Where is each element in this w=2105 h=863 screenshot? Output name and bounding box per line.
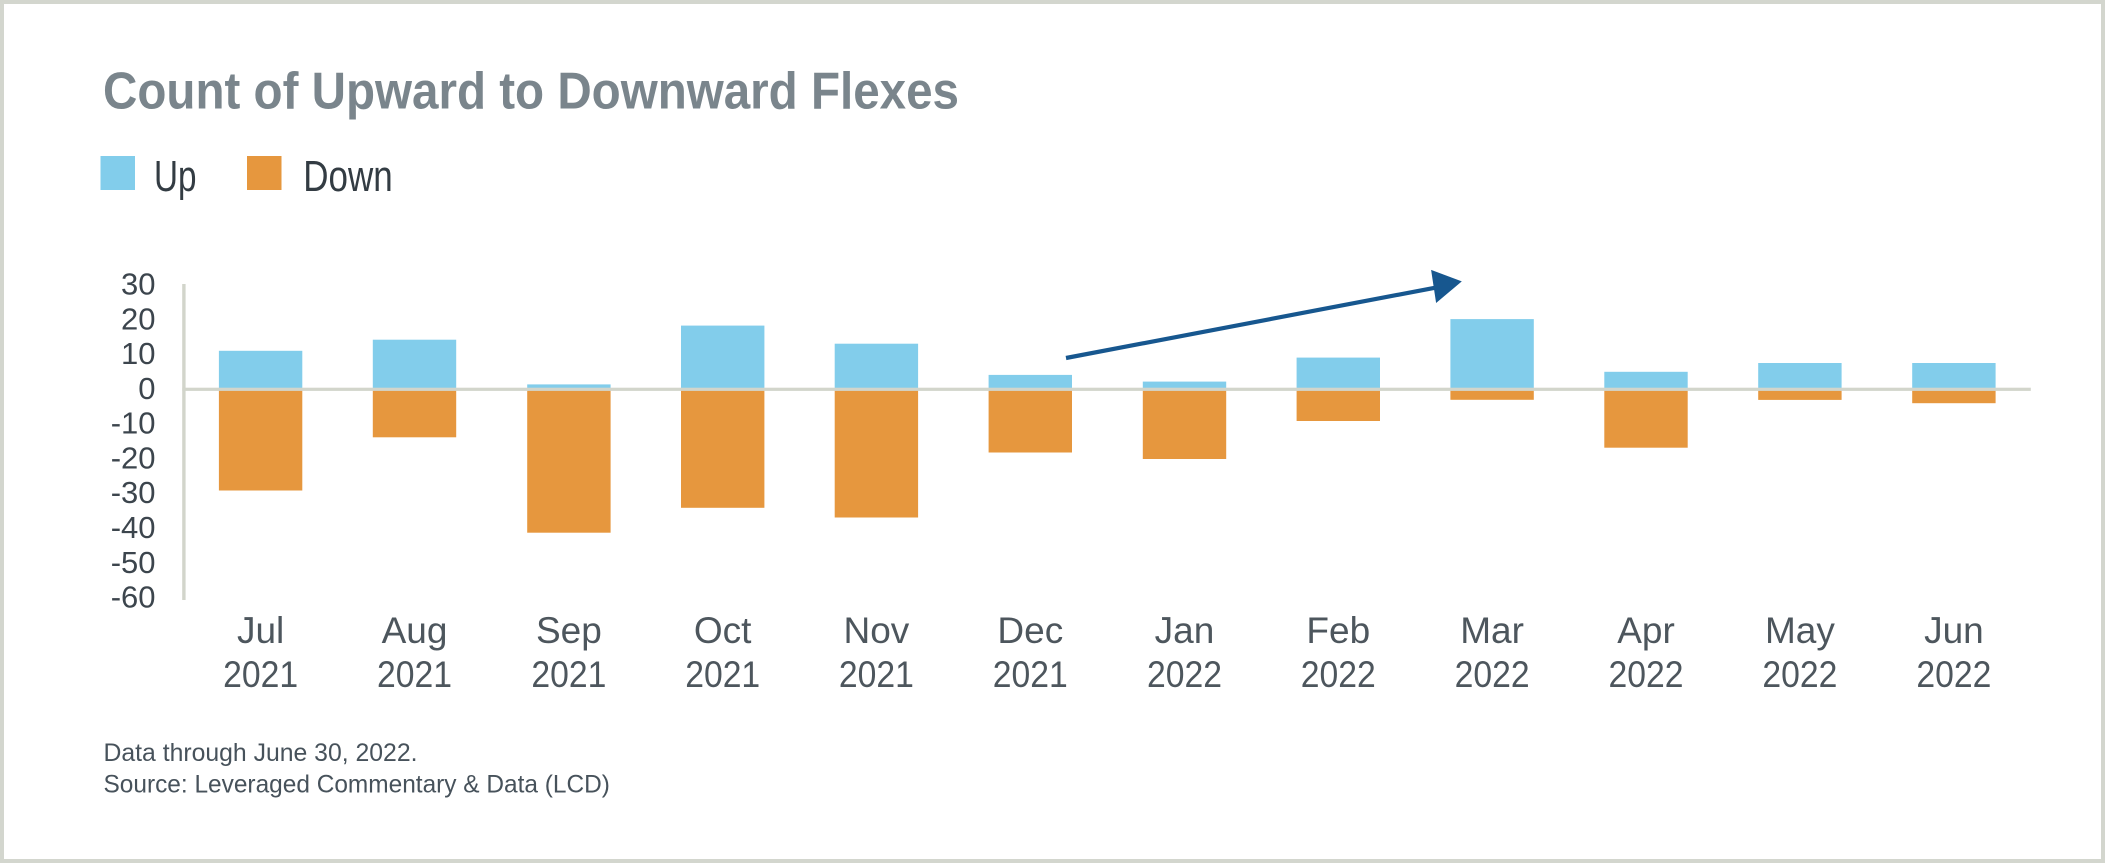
svg-text:Oct: Oct bbox=[694, 610, 752, 651]
svg-text:Jan: Jan bbox=[1155, 610, 1215, 651]
svg-text:Apr: Apr bbox=[1617, 610, 1675, 651]
svg-text:-50: -50 bbox=[111, 545, 156, 580]
svg-text:May: May bbox=[1765, 610, 1835, 651]
svg-text:-20: -20 bbox=[111, 440, 156, 475]
svg-text:2022: 2022 bbox=[1609, 654, 1684, 695]
svg-text:Mar: Mar bbox=[1460, 610, 1524, 651]
svg-text:0: 0 bbox=[138, 371, 155, 406]
svg-text:Nov: Nov bbox=[843, 610, 909, 651]
svg-text:2021: 2021 bbox=[685, 654, 760, 695]
svg-text:Jun: Jun bbox=[1924, 610, 1984, 651]
svg-text:2021: 2021 bbox=[839, 654, 914, 695]
svg-text:Dec: Dec bbox=[997, 610, 1063, 651]
svg-text:10: 10 bbox=[121, 336, 155, 371]
svg-text:2022: 2022 bbox=[1147, 654, 1222, 695]
svg-text:20: 20 bbox=[121, 301, 155, 336]
svg-text:2021: 2021 bbox=[377, 654, 452, 695]
svg-text:2022: 2022 bbox=[1916, 654, 1991, 695]
svg-text:2021: 2021 bbox=[531, 654, 606, 695]
svg-text:2022: 2022 bbox=[1455, 654, 1530, 695]
svg-text:Source: Leveraged Commentary &: Source: Leveraged Commentary & Data (LCD… bbox=[104, 770, 610, 798]
svg-text:Jul: Jul bbox=[237, 610, 284, 651]
svg-text:30: 30 bbox=[121, 267, 155, 302]
svg-text:Aug: Aug bbox=[382, 610, 448, 651]
svg-text:2022: 2022 bbox=[1762, 654, 1837, 695]
svg-text:Down: Down bbox=[303, 152, 392, 201]
svg-text:Data through June 30, 2022.: Data through June 30, 2022. bbox=[104, 739, 418, 767]
svg-text:2022: 2022 bbox=[1301, 654, 1376, 695]
svg-text:2021: 2021 bbox=[223, 654, 298, 695]
svg-text:-30: -30 bbox=[111, 475, 156, 510]
svg-text:Up: Up bbox=[154, 152, 197, 201]
svg-text:Count of Upward to Downward Fl: Count of Upward to Downward Flexes bbox=[103, 63, 959, 121]
svg-text:Feb: Feb bbox=[1306, 610, 1370, 651]
svg-text:-40: -40 bbox=[111, 510, 156, 545]
svg-text:Sep: Sep bbox=[536, 610, 602, 651]
svg-text:2021: 2021 bbox=[993, 654, 1068, 695]
svg-text:-60: -60 bbox=[111, 580, 156, 615]
svg-text:-10: -10 bbox=[111, 406, 156, 441]
